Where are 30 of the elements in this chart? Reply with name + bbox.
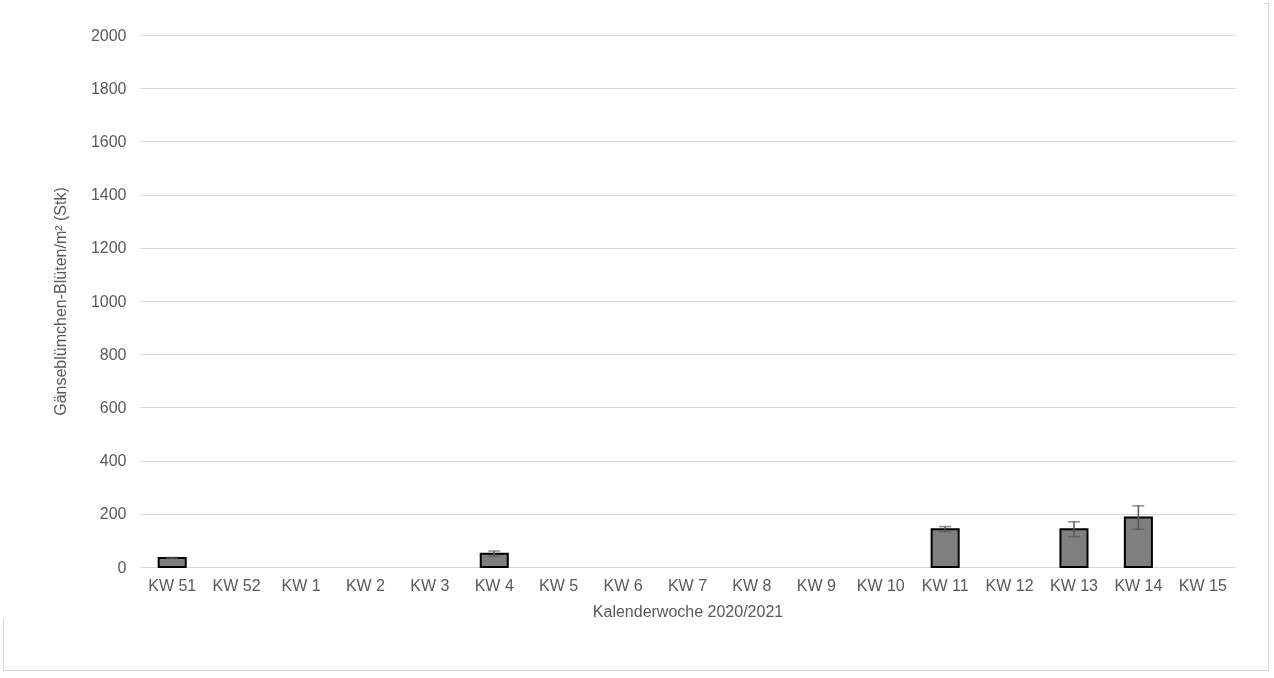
x-tick-label: KW 11 (921, 576, 969, 594)
x-tick-label: KW 7 (667, 576, 708, 594)
y-tick-label: 0 (117, 558, 127, 576)
y-tick-label: 1600 (90, 132, 127, 150)
x-tick-label: KW 10 (856, 576, 905, 594)
y-tick-label: 400 (99, 452, 127, 470)
x-tick-label: KW 12 (985, 576, 1034, 594)
x-axis-title: Kalenderwoche 2020/2021 (592, 602, 784, 620)
x-tick-label: KW 14 (1114, 576, 1163, 594)
x-tick-label: KW 9 (796, 576, 836, 594)
x-tick-label: KW 13 (1049, 576, 1099, 594)
x-tick-label: KW 52 (212, 576, 261, 594)
y-tick-label: 200 (99, 505, 127, 523)
x-tick-label: KW 5 (539, 576, 579, 594)
x-tick-label: KW 6 (603, 576, 643, 594)
y-tick-label: 1200 (90, 239, 127, 257)
y-axis-title: Gänseblümchen-Blüten/m² (Stk) (51, 187, 69, 416)
x-tick-label: KW 15 (1178, 576, 1227, 594)
y-tick-label: 1400 (90, 186, 127, 204)
x-tick-label: KW 8 (732, 576, 772, 594)
y-tick-label: 800 (99, 345, 127, 363)
y-tick-label: 1800 (90, 79, 127, 97)
x-tick-label: KW 3 (410, 576, 450, 594)
x-tick-label: KW 1 (281, 576, 321, 594)
x-tick-label: KW 51 (148, 576, 197, 594)
y-tick-label: 1000 (90, 292, 127, 310)
x-tick-label: KW 2 (345, 576, 386, 594)
x-tick-label: KW 4 (474, 576, 514, 594)
y-tick-label: 600 (99, 398, 127, 416)
y-tick-label: 2000 (90, 26, 127, 44)
